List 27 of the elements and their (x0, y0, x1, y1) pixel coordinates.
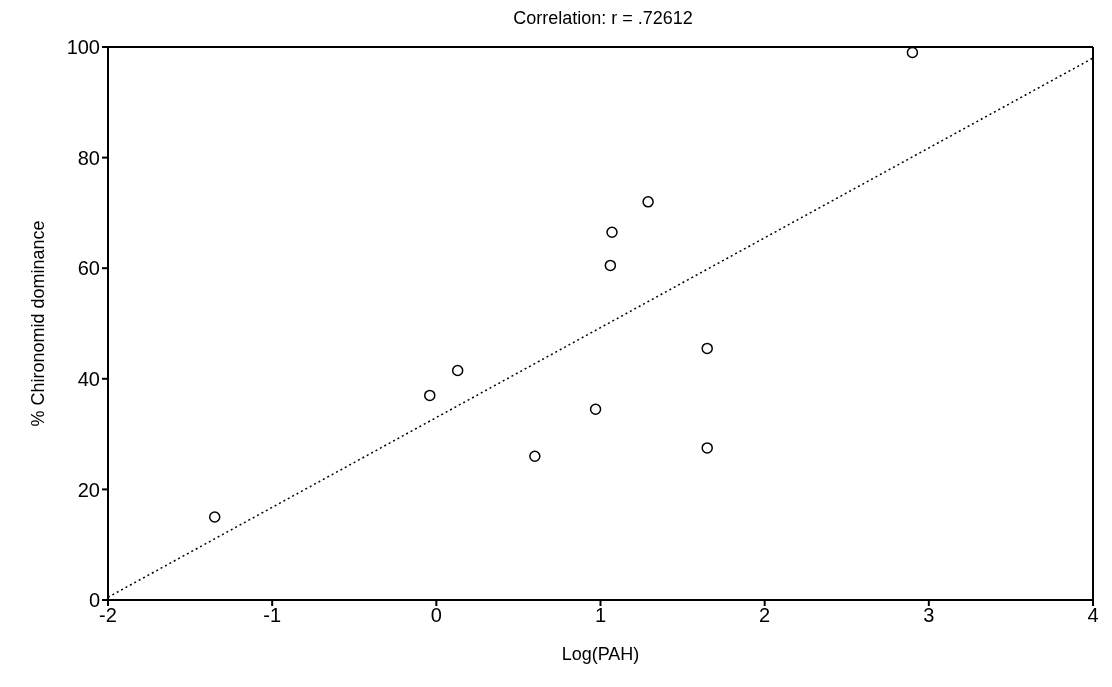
y-axis-title: % Chironomid dominance (28, 220, 49, 427)
point (606, 226, 618, 239)
point (701, 442, 713, 454)
x-axis-title: Log(PAH) (561, 644, 640, 664)
x-tick-label: -2 (99, 604, 117, 627)
point (906, 47, 919, 59)
x-tick-label: 0 (430, 604, 442, 627)
y-tick-label: 100 (66, 36, 100, 59)
point (451, 364, 464, 377)
x-tick-label: 4 (1087, 604, 1099, 627)
x-tick-label: 3 (923, 604, 935, 627)
y-tick-label: 0 (88, 589, 100, 612)
y-tick-label: 40 (77, 367, 100, 390)
point (604, 259, 617, 272)
y-tick-label: 20 (77, 478, 100, 501)
x-tick-label: 2 (759, 604, 771, 627)
point (589, 403, 602, 415)
point (701, 342, 713, 355)
chart-title: Correlation: r = .72612 (512, 8, 694, 30)
y-tick-label: 60 (77, 257, 100, 280)
x-tick-label: 1 (594, 604, 607, 627)
point (424, 389, 436, 402)
point (642, 196, 654, 208)
point (529, 450, 541, 462)
x-tick-label: -1 (263, 604, 282, 627)
y-tick-label: 80 (77, 146, 100, 169)
point (208, 511, 221, 523)
